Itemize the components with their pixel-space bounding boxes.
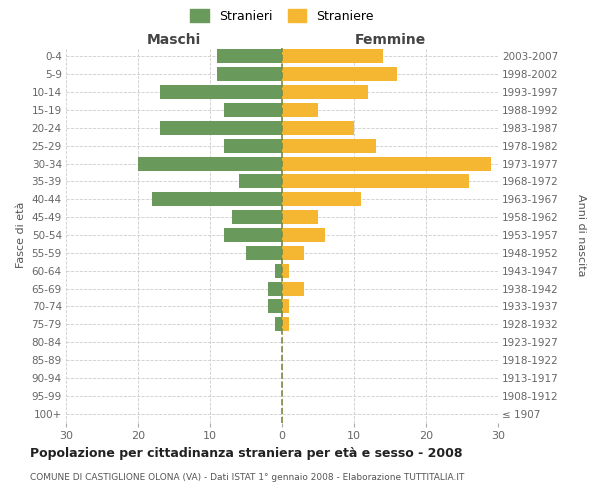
Bar	[282, 228, 325, 242]
Text: Popolazione per cittadinanza straniera per età e sesso - 2008: Popolazione per cittadinanza straniera p…	[30, 448, 463, 460]
Bar	[224, 103, 282, 117]
Bar	[275, 318, 282, 331]
Bar	[282, 246, 304, 260]
Bar	[160, 121, 282, 135]
Bar	[275, 264, 282, 278]
Y-axis label: Anni di nascita: Anni di nascita	[575, 194, 586, 276]
Bar	[282, 68, 397, 81]
Bar	[268, 282, 282, 296]
Y-axis label: Fasce di età: Fasce di età	[16, 202, 26, 268]
Bar	[239, 174, 282, 188]
Bar	[217, 68, 282, 81]
Bar	[138, 156, 282, 170]
Bar	[152, 192, 282, 206]
Bar	[282, 318, 289, 331]
Bar	[282, 138, 376, 152]
Bar	[282, 50, 383, 64]
Bar	[246, 246, 282, 260]
Bar	[224, 138, 282, 152]
Bar	[282, 282, 304, 296]
Bar	[160, 85, 282, 99]
Bar	[282, 156, 491, 170]
Text: Femmine: Femmine	[355, 32, 425, 46]
Bar	[282, 103, 318, 117]
Bar	[282, 192, 361, 206]
Legend: Stranieri, Straniere: Stranieri, Straniere	[187, 5, 377, 26]
Bar	[224, 228, 282, 242]
Bar	[282, 85, 368, 99]
Bar	[282, 264, 289, 278]
Text: Maschi: Maschi	[147, 32, 201, 46]
Bar	[282, 121, 354, 135]
Bar	[282, 300, 289, 314]
Bar	[268, 300, 282, 314]
Bar	[282, 210, 318, 224]
Text: COMUNE DI CASTIGLIONE OLONA (VA) - Dati ISTAT 1° gennaio 2008 - Elaborazione TUT: COMUNE DI CASTIGLIONE OLONA (VA) - Dati …	[30, 472, 464, 482]
Bar	[217, 50, 282, 64]
Bar	[282, 174, 469, 188]
Bar	[232, 210, 282, 224]
